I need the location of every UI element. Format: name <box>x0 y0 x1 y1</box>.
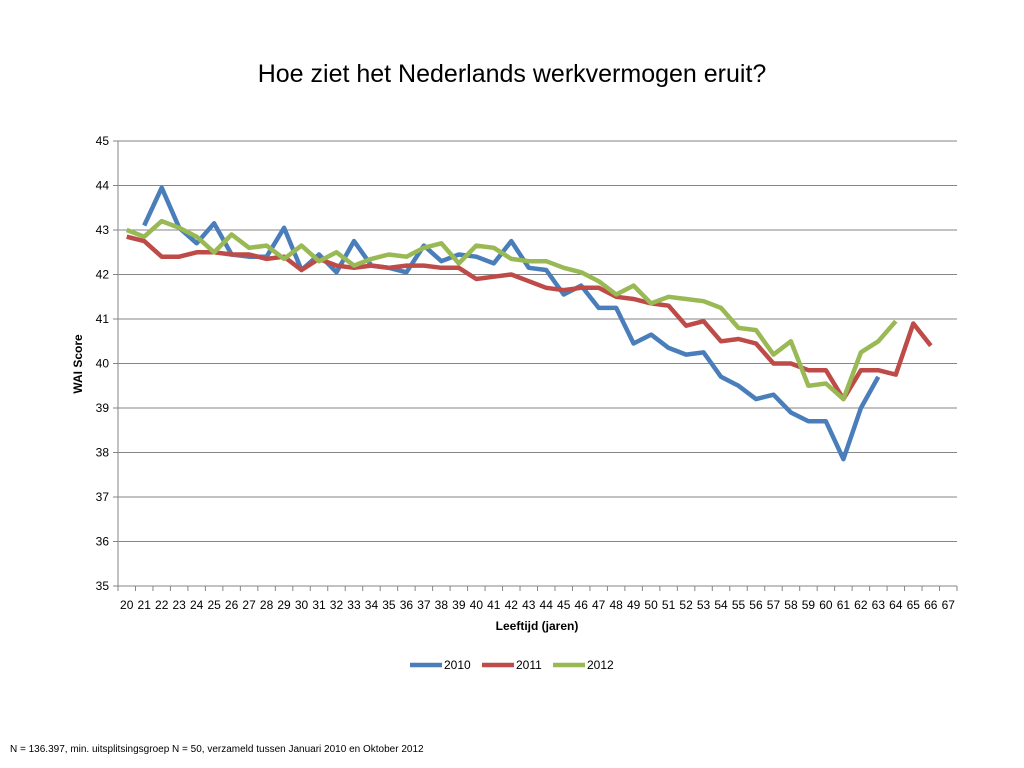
x-tick-label-61: 61 <box>837 598 851 612</box>
x-tick-label-41: 41 <box>487 598 501 612</box>
x-tick-label-64: 64 <box>889 598 903 612</box>
x-tick-label-55: 55 <box>732 598 746 612</box>
y-tick-label-35: 35 <box>96 579 110 593</box>
x-tick-label-57: 57 <box>767 598 781 612</box>
y-tick-label-39: 39 <box>96 401 110 415</box>
x-tick-label-62: 62 <box>854 598 868 612</box>
legend-label-2010: 2010 <box>444 658 471 672</box>
x-tick-label-36: 36 <box>400 598 414 612</box>
series-line-2011 <box>126 234 933 402</box>
x-tick-label-27: 27 <box>242 598 256 612</box>
y-axis-label: WAI Score <box>71 334 85 394</box>
y-tick-label-42: 42 <box>96 268 110 282</box>
x-tick-label-40: 40 <box>470 598 484 612</box>
x-tick-label-22: 22 <box>155 598 169 612</box>
x-tick-label-38: 38 <box>435 598 449 612</box>
x-tick-label-59: 59 <box>802 598 816 612</box>
x-tick-label-28: 28 <box>260 598 274 612</box>
x-tick-label-30: 30 <box>295 598 309 612</box>
x-tick-label-51: 51 <box>662 598 676 612</box>
footnote: N = 136.397, min. uitsplitsingsgroep N =… <box>10 744 424 755</box>
x-tick-label-50: 50 <box>644 598 658 612</box>
x-tick-label-21: 21 <box>138 598 152 612</box>
x-tick-label-20: 20 <box>120 598 134 612</box>
y-tick-label-40: 40 <box>96 357 110 371</box>
x-tick-label-32: 32 <box>330 598 344 612</box>
y-tick-label-37: 37 <box>96 490 110 504</box>
x-axis-label: Leeftijd (jaren) <box>496 619 579 633</box>
series-lines <box>125 185 933 462</box>
x-tick-label-44: 44 <box>540 598 554 612</box>
y-tick-label-44: 44 <box>96 179 110 193</box>
x-tick-label-26: 26 <box>225 598 239 612</box>
x-tick-label-45: 45 <box>557 598 571 612</box>
x-tick-label-60: 60 <box>819 598 833 612</box>
x-tick-label-25: 25 <box>207 598 221 612</box>
legend-label-2012: 2012 <box>587 658 614 672</box>
legend-label-2011: 2011 <box>516 658 542 672</box>
x-tick-label-65: 65 <box>907 598 921 612</box>
x-tick-label-42: 42 <box>505 598 519 612</box>
x-tick-label-66: 66 <box>924 598 938 612</box>
y-tick-label-38: 38 <box>96 446 110 460</box>
y-tick-label-45: 45 <box>96 134 110 148</box>
x-tick-label-67: 67 <box>942 598 956 612</box>
x-tick-label-43: 43 <box>522 598 536 612</box>
x-tick-label-48: 48 <box>609 598 623 612</box>
x-tick-label-39: 39 <box>452 598 466 612</box>
x-tick-label-52: 52 <box>679 598 693 612</box>
x-tick-label-34: 34 <box>365 598 379 612</box>
x-tick-label-33: 33 <box>347 598 361 612</box>
x-tick-label-23: 23 <box>172 598 186 612</box>
legend: 2010 2011 2012 <box>410 658 614 672</box>
series-line-2012 <box>125 218 898 402</box>
x-tick-label-37: 37 <box>417 598 431 612</box>
x-tick-label-35: 35 <box>382 598 396 612</box>
x-tick-label-46: 46 <box>575 598 589 612</box>
y-tick-label-36: 36 <box>96 535 110 549</box>
y-tick-label-41: 41 <box>96 312 110 326</box>
x-tick-label-56: 56 <box>749 598 763 612</box>
series-line-2010 <box>142 185 881 462</box>
x-tick-label-31: 31 <box>312 598 326 612</box>
x-tick-label-24: 24 <box>190 598 204 612</box>
x-tick-label-54: 54 <box>714 598 728 612</box>
gridlines <box>118 140 957 587</box>
x-tick-label-47: 47 <box>592 598 606 612</box>
y-tick-label-43: 43 <box>96 223 110 237</box>
x-tick-label-53: 53 <box>697 598 711 612</box>
x-tick-label-29: 29 <box>277 598 291 612</box>
x-tick-label-49: 49 <box>627 598 641 612</box>
chart-title: Hoe ziet het Nederlands werkvermogen eru… <box>257 60 767 88</box>
x-tick-label-63: 63 <box>872 598 886 612</box>
x-tick-label-58: 58 <box>784 598 798 612</box>
